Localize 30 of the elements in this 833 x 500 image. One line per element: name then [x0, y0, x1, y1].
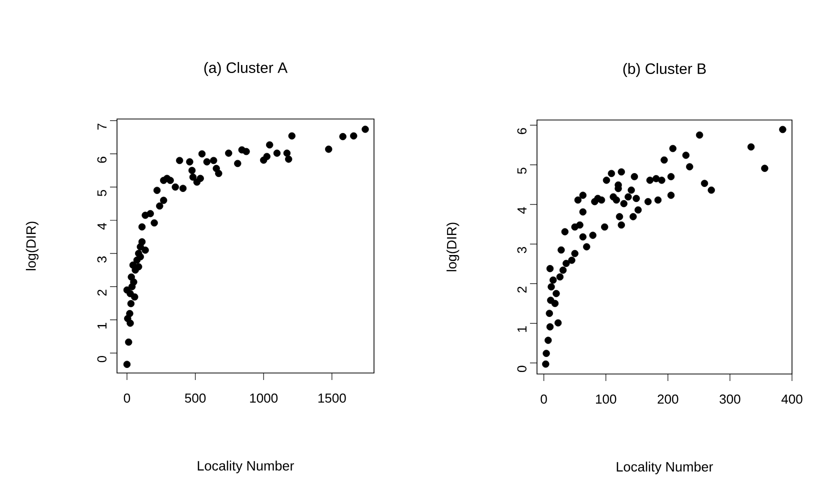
y-tick-label: 2: [517, 286, 526, 293]
y-tick-label: 6: [97, 156, 106, 163]
x-tick-label: 200: [658, 394, 678, 404]
x-tick-label: 500: [184, 394, 206, 403]
y-tick-label: 5: [97, 190, 106, 196]
x-tick-label: 100: [596, 394, 616, 404]
y-tick-label: 2: [97, 290, 106, 296]
y-tick-label: 6: [517, 128, 526, 134]
y-tick-label: 3: [517, 246, 526, 254]
y-tick-label: 7: [98, 124, 106, 130]
x-tick-label: 1500: [318, 394, 346, 403]
x-axis-title: Locality Number: [198, 460, 294, 474]
x-tick-label: 0: [540, 394, 547, 404]
y-tick-label: 1: [98, 322, 106, 328]
y-tick-label: 4: [98, 223, 106, 230]
y-tick-label: 1: [518, 326, 526, 332]
y-tick-label: 3: [97, 256, 106, 263]
y-axis-title: log(DIR): [446, 222, 460, 272]
x-tick-label: 400: [781, 394, 802, 404]
y-tick-label: 0: [517, 366, 526, 372]
x-tick-label: 0: [124, 394, 130, 403]
chart-title: (b) Cluster B: [623, 63, 706, 77]
y-tick-label: 5: [517, 168, 526, 174]
chart-title: (a) Cluster A: [204, 62, 288, 76]
y-tick-label: 0: [97, 356, 106, 362]
y-tick-label: 4: [518, 207, 526, 214]
x-tick-label: 1000: [250, 394, 278, 403]
y-axis-title: log(DIR): [26, 222, 38, 270]
x-tick-label: 300: [720, 394, 740, 404]
x-axis-title: Locality Number: [616, 462, 714, 474]
